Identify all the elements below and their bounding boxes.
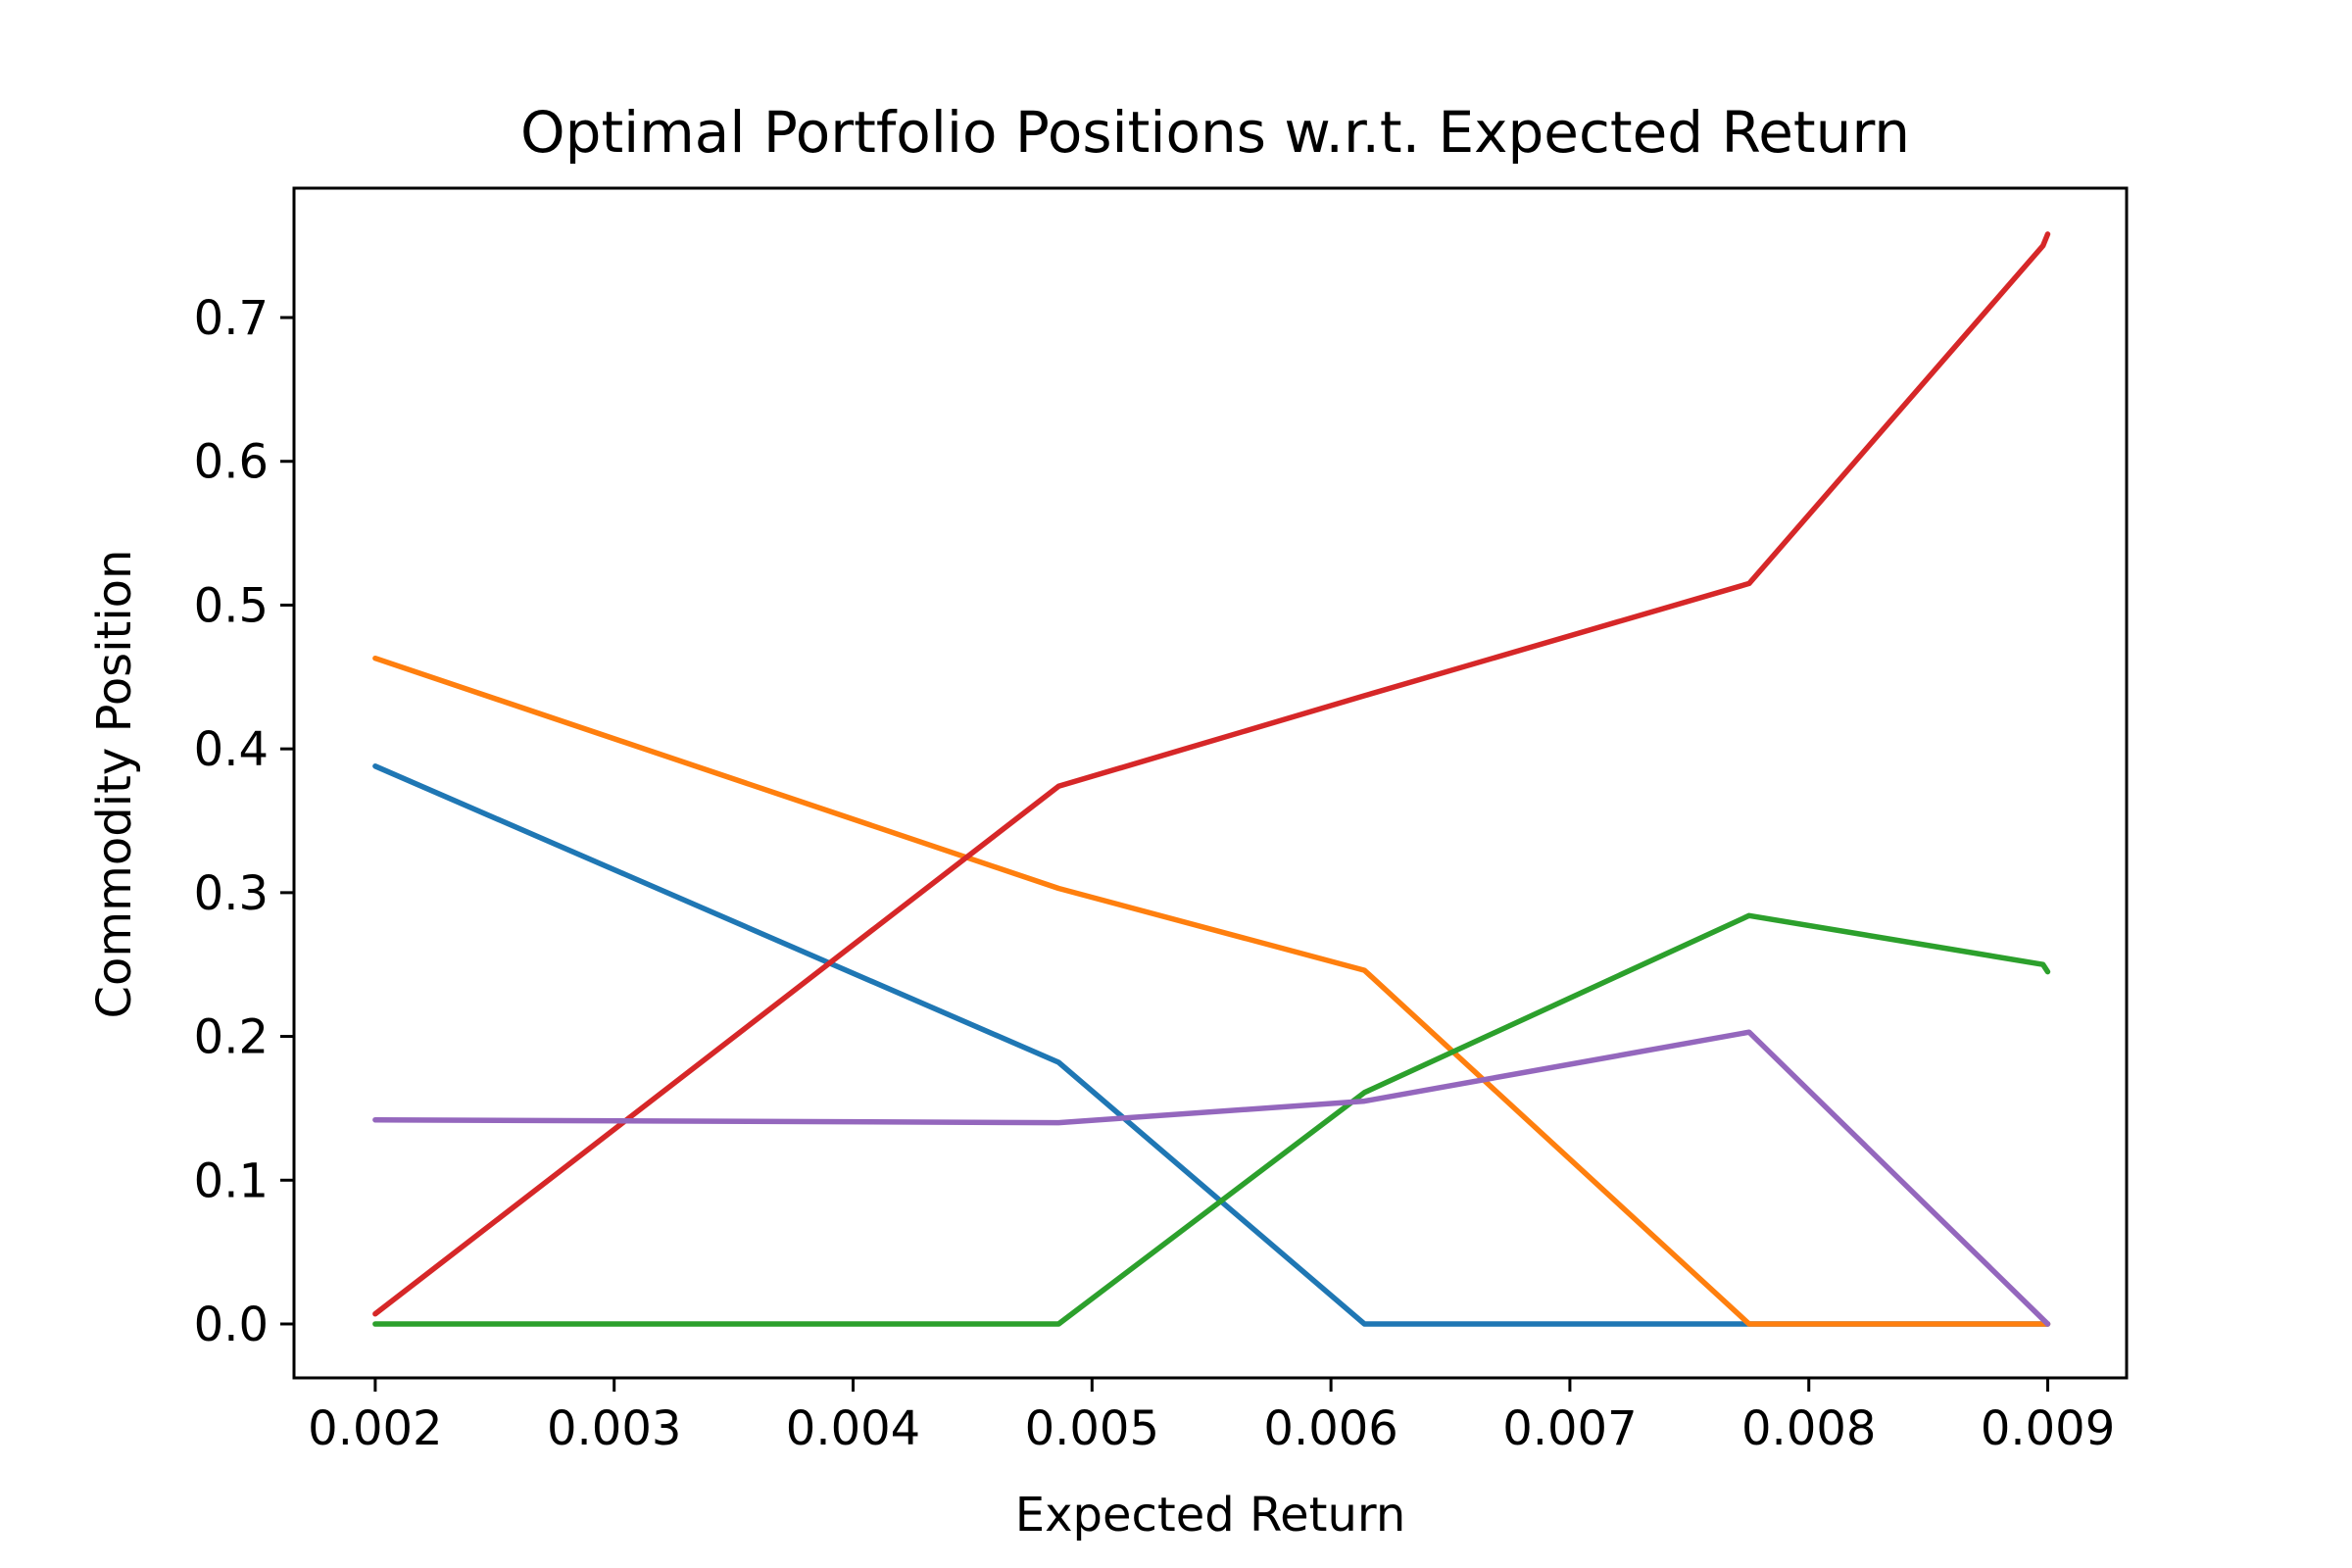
y-axis: 0.0 0.1 0.2 0.3 0.4 0.5 0.6 0.7 [194,291,294,1352]
plot-area [372,231,2051,1327]
x-tick-label: 0.004 [786,1401,920,1456]
series-line-5 [372,1029,2051,1327]
y-tick-label: 0.6 [194,435,269,490]
y-tick-label: 0.4 [194,722,269,777]
y-tick-label: 0.0 [194,1298,269,1352]
y-tick-label: 0.2 [194,1010,269,1065]
x-axis-label: Expected Return [1015,1488,1405,1543]
y-tick-label: 0.7 [194,291,269,346]
chart-title: Optimal Portfolio Positions w.r.t. Expec… [520,99,1910,166]
x-axis: 0.002 0.003 0.004 0.005 0.006 0.007 0.008 0.009 [308,1378,2115,1456]
y-axis-label: Commodity Position [87,550,142,1019]
axes-frame [292,186,2129,1380]
y-tick-label: 0.1 [194,1153,269,1208]
x-tick-label: 0.006 [1263,1401,1397,1456]
y-tick-label: 0.5 [194,578,269,633]
series-line-2 [372,655,2051,1327]
series-line-4 [372,231,2051,1317]
x-tick-label: 0.008 [1741,1401,1876,1456]
x-tick-label: 0.002 [308,1401,442,1456]
x-tick-label: 0.005 [1025,1401,1159,1456]
x-tick-label: 0.003 [547,1401,681,1456]
x-tick-label: 0.009 [1981,1401,2115,1456]
y-tick-label: 0.3 [194,866,269,921]
series-line-3 [372,912,2051,1327]
x-tick-label: 0.007 [1502,1401,1637,1456]
